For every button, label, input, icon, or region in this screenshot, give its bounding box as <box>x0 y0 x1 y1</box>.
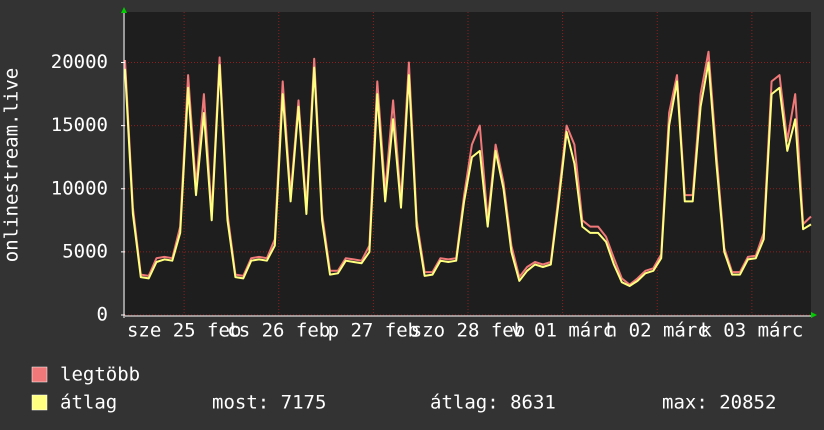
y-tick-label: 5000 <box>62 240 108 262</box>
y-tick-label: 15000 <box>51 114 108 136</box>
x-tick-label: szo 28 feb <box>411 320 525 342</box>
x-tick-label: v 01 márc <box>511 320 614 342</box>
y-arrow <box>121 7 127 13</box>
x-tick-label: cs 26 feb <box>227 320 330 342</box>
legend-stat: most: 7175 <box>212 392 326 414</box>
y-axis-label: onlinestream.live <box>1 68 23 262</box>
x-tick-label: p 27 feb <box>328 320 420 342</box>
series-line <box>124 61 812 287</box>
y-tick-label: 0 <box>97 304 108 326</box>
grid <box>125 12 811 316</box>
legend-stat: max: 20852 <box>662 392 776 414</box>
legend-stat: átlag: 8631 <box>430 392 556 414</box>
x-tick-label: k 03 márc <box>700 320 803 342</box>
legend-label: átlag <box>60 392 117 414</box>
legend-swatch <box>31 366 48 383</box>
y-tick-label: 20000 <box>51 51 108 73</box>
lines <box>124 50 812 287</box>
x-arrow <box>811 312 817 318</box>
y-tick-label: 10000 <box>51 177 108 199</box>
legend-swatch <box>31 394 48 411</box>
x-tick-label: sze 25 feb <box>127 320 241 342</box>
legend-label: legtöbb <box>60 364 140 386</box>
legend: legtöbb átlag most: 7175 átlag: 8631 max: 20… <box>31 364 776 414</box>
x-tick-label: h 02 márc <box>606 320 709 342</box>
